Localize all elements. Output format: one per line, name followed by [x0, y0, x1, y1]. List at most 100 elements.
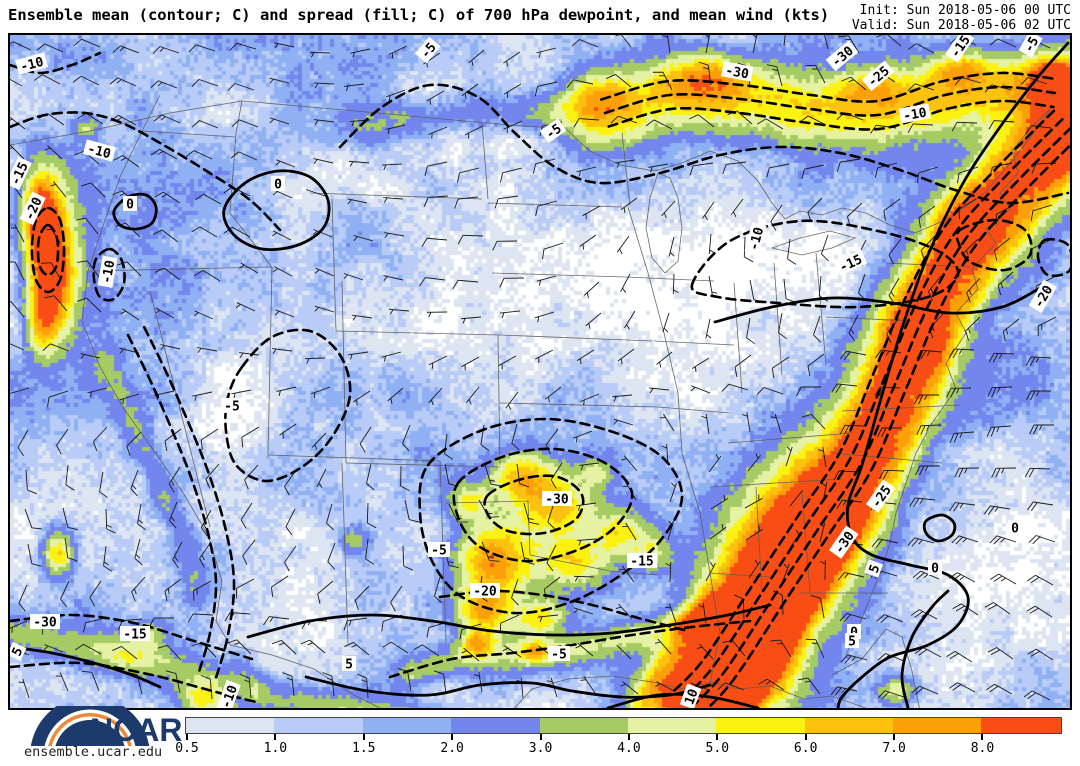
wind-barb — [344, 83, 365, 92]
wind-barb — [36, 43, 64, 53]
wind-barb — [748, 559, 761, 579]
wind-barb — [384, 232, 405, 238]
contour-label: 5 — [845, 633, 859, 650]
contour-solid — [836, 41, 1070, 708]
state-border — [499, 334, 653, 342]
wind-barb — [721, 383, 749, 392]
wind-barb — [426, 311, 448, 318]
contour-dashed — [92, 247, 126, 302]
wind-barb — [388, 45, 408, 59]
wind-barb — [621, 455, 638, 472]
wind-barb — [702, 201, 715, 221]
wind-barb — [74, 643, 102, 655]
contour-label: -10 — [97, 255, 118, 288]
wind-barb — [47, 390, 69, 408]
svg-text:5: 5 — [848, 635, 856, 650]
wind-barb — [620, 273, 631, 293]
wind-barb — [839, 424, 866, 435]
colorbar-tick — [274, 734, 277, 740]
svg-text:0: 0 — [1011, 522, 1019, 537]
colorbar-segment — [362, 718, 452, 733]
colorbar-segment — [804, 718, 893, 733]
wind-barb — [309, 51, 331, 58]
wind-barb — [579, 234, 597, 250]
wind-barb — [987, 647, 1014, 660]
wind-barb — [137, 503, 146, 531]
wind-barb — [366, 502, 377, 529]
contour-label: -5 — [221, 398, 243, 415]
wind-barb — [610, 115, 638, 124]
wind-barb — [503, 120, 523, 134]
wind-barb — [311, 432, 327, 450]
wind-barb — [907, 537, 935, 547]
state-border — [10, 100, 567, 146]
contour-dashed — [690, 219, 960, 309]
wind-barb — [474, 672, 483, 693]
contour-label: 5 — [342, 656, 356, 673]
contour-dashed — [10, 613, 254, 661]
contour-label: -10 — [82, 139, 116, 162]
wind-barb — [805, 638, 825, 659]
wind-barb — [622, 482, 637, 501]
colorbar-segment — [274, 718, 363, 733]
state-border — [149, 290, 211, 528]
wind-barb — [1025, 356, 1052, 367]
wind-barb — [916, 424, 942, 436]
valid-time: Valid: Sun 2018-05-06 02 UTC — [851, 18, 1071, 33]
wind-barb — [150, 80, 178, 89]
wind-barb — [383, 275, 404, 281]
colorbar-tick-label: 5.0 — [705, 741, 730, 756]
wind-barb — [837, 572, 865, 581]
colorbar-tick — [627, 734, 630, 740]
wind-barb — [304, 357, 326, 364]
wind-barb — [1026, 390, 1051, 401]
colorbar-segment — [627, 718, 717, 733]
wind-barb — [263, 616, 290, 626]
wind-barb — [50, 181, 67, 198]
state-border — [497, 334, 501, 466]
wind-barb — [300, 639, 326, 654]
contour-dashed — [483, 474, 585, 536]
wind-barb — [746, 317, 755, 345]
wind-barb — [928, 275, 942, 301]
wind-barb — [191, 79, 219, 87]
wind-barb — [672, 273, 679, 295]
wind-barb — [915, 465, 940, 476]
contour-label: -20 — [470, 583, 500, 600]
wind-barb — [428, 355, 448, 369]
wind-barb — [831, 383, 858, 394]
state-border — [621, 132, 631, 206]
wind-barb — [722, 161, 747, 175]
wind-barb — [314, 267, 335, 277]
wind-barb — [511, 423, 520, 451]
contour-label: 5 — [10, 641, 26, 661]
wind-barb — [461, 647, 480, 662]
colorbar-track — [185, 717, 1062, 734]
wind-barb — [606, 74, 632, 88]
wind-barb — [617, 348, 635, 365]
state-border — [645, 172, 683, 274]
wind-barb — [516, 678, 524, 699]
wind-barb — [421, 237, 448, 248]
state-border — [625, 276, 715, 282]
wind-barb — [313, 158, 334, 164]
state-border — [87, 266, 273, 272]
wind-barb — [454, 196, 479, 209]
svg-text:-30: -30 — [545, 493, 569, 508]
wind-barb — [229, 42, 257, 51]
contour-dashed — [599, 71, 1058, 103]
wind-barb — [717, 682, 745, 691]
wind-barb — [691, 357, 710, 373]
contour-label: -15 — [627, 553, 657, 570]
wind-barb — [386, 89, 406, 102]
wind-barb — [164, 578, 182, 602]
wind-barb — [622, 522, 637, 541]
wind-barb — [423, 195, 449, 207]
svg-text:-5: -5 — [1022, 35, 1043, 56]
colorbar-tick — [539, 734, 542, 740]
wind-barb — [821, 234, 829, 262]
wind-barb — [359, 426, 372, 453]
state-border — [499, 402, 659, 408]
wind-barb — [575, 642, 594, 657]
